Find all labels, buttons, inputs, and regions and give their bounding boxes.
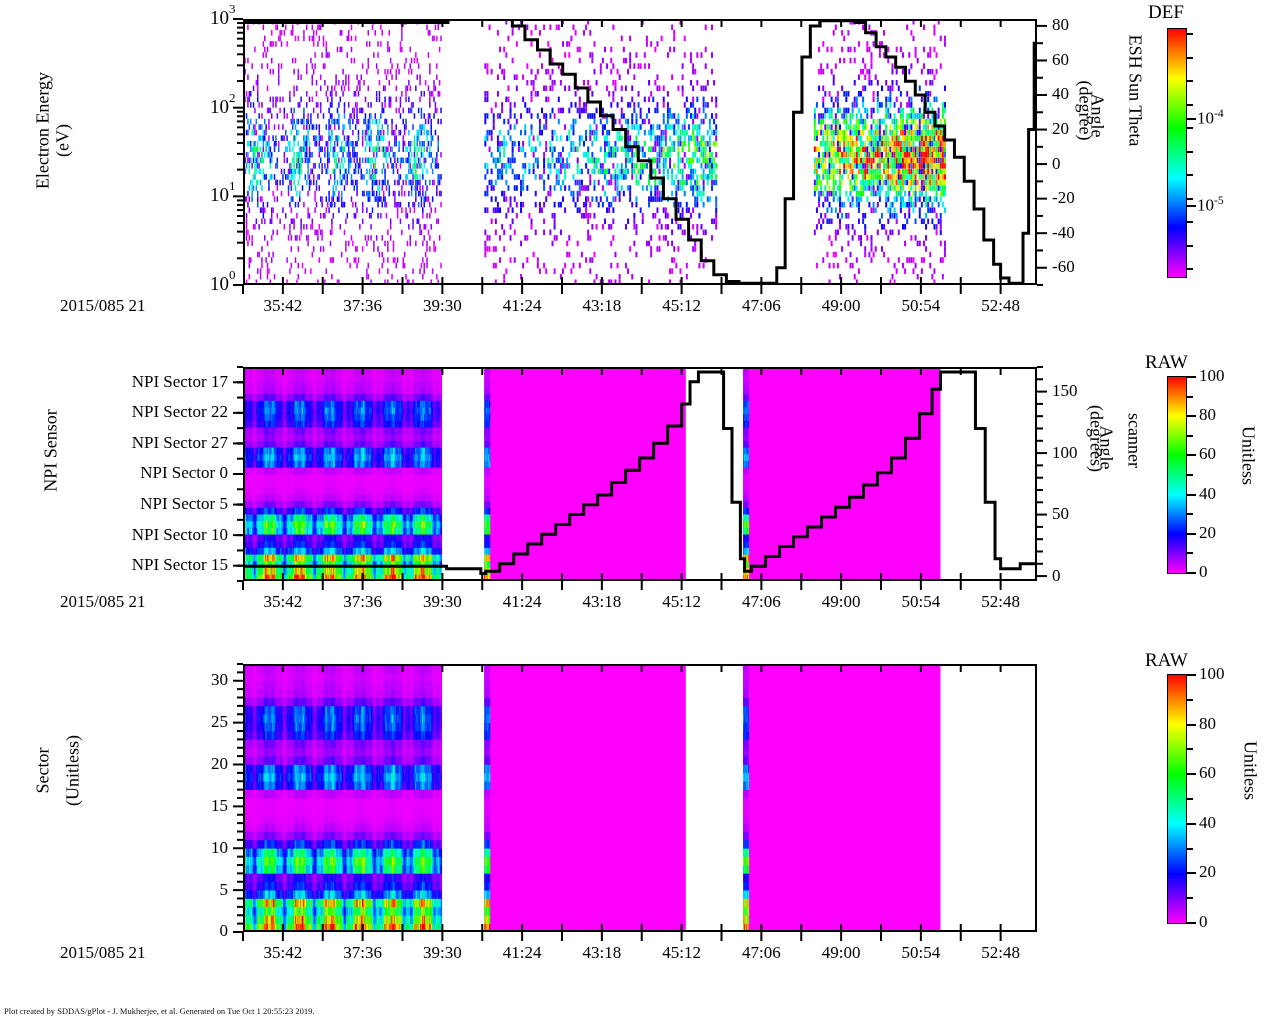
panel2-cb-minor-4 (1187, 454, 1193, 457)
panel2-cb-tick-4: 20 (1199, 522, 1216, 542)
panel2-cb-minor-8 (1187, 532, 1193, 535)
panel3-cb-tick-5: 0 (1199, 912, 1208, 931)
panel2-cb-minor-5 (1187, 474, 1193, 476)
panel3-cb-minor-1 (1187, 698, 1193, 701)
panel3-colorbar-unit: Unitless (1240, 740, 1261, 800)
panel1-cb-tickmark-0 (1187, 118, 1196, 120)
panel2-cb-minor-9 (1187, 552, 1193, 555)
panel3-cb-tick-2: 60 (1199, 763, 1216, 783)
panel2-axes (0, 340, 1280, 620)
panel1-cb-minor-8 (1187, 221, 1193, 223)
panel3-cb-minor-0 (1187, 674, 1193, 676)
panel3-cb-minor-8 (1187, 872, 1193, 875)
panel3-cb-tick-0: 100 (1199, 664, 1225, 683)
panel3-ylabel-line2: (Unitless) (62, 735, 83, 806)
panel1-colorbar-frame (1167, 28, 1187, 278)
panel2-ylabel: NPI Sensor (40, 409, 61, 492)
panel2-cb-minor-1 (1187, 395, 1193, 398)
panel1-axes (0, 0, 1280, 340)
panel2-colorbar (1167, 376, 1187, 574)
panel2-cb-tick-3: 40 (1199, 483, 1216, 503)
panel2-cb-minor-2 (1187, 415, 1193, 418)
panel3-cb-tick-1: 80 (1199, 713, 1216, 733)
panel3-cb-minor-10 (1187, 922, 1193, 924)
panel2-cb-minor-6 (1187, 493, 1193, 496)
panel3-cb-minor-7 (1187, 847, 1193, 850)
panel2-cb-tick-5: 0 (1199, 562, 1208, 581)
panel2-cb-tick-2: 60 (1199, 444, 1216, 464)
panel3-colorbar-title: RAW (1145, 650, 1188, 671)
panel1-colorbar (1167, 28, 1187, 278)
panel1-cb-minor-2 (1187, 80, 1193, 82)
panel2-cb-minor-7 (1187, 513, 1193, 516)
panel1-cb-tickmark-1 (1187, 205, 1196, 207)
panel3-colorbar (1167, 674, 1187, 924)
figure-footer: Plot created by SDDAS/gPlot - J. Mukherj… (4, 1006, 315, 1016)
panel3-cb-tick-3: 40 (1199, 812, 1216, 832)
panel2-cb-minor-3 (1187, 434, 1193, 437)
panel2-cb-minor-10 (1187, 572, 1193, 574)
panel2-cb-minor-0 (1187, 376, 1193, 378)
panel1-cb-minor-4 (1187, 127, 1193, 129)
panel3-cb-minor-6 (1187, 822, 1193, 825)
panel2-right-label-line1: scanner (1124, 413, 1145, 468)
panel2-cb-tick-1: 80 (1199, 405, 1216, 425)
panel3-cb-minor-4 (1187, 773, 1193, 776)
panel1-right-label-line3: (degree) (1075, 80, 1096, 141)
panel3-cb-tick-4: 20 (1199, 862, 1216, 882)
panel2-right-label-line3: (degrees) (1086, 405, 1107, 472)
panel1-ylabel-line1: Electron Energy (32, 71, 53, 190)
panel1-cb-minor-6 (1187, 174, 1193, 176)
panel3-cb-minor-3 (1187, 748, 1193, 751)
panel1-ylabel-line2: (eV) (52, 124, 73, 157)
panel1-cb-minor-3 (1187, 103, 1193, 106)
panel2-colorbar-unit: Unitless (1238, 425, 1259, 485)
panel1-cb-minor-1 (1187, 56, 1193, 59)
panel1-cb-minor-5 (1187, 150, 1193, 153)
panel3-cb-minor-2 (1187, 723, 1193, 726)
panel3-axes (0, 640, 1280, 970)
panel3-ylabel-line1: Sector (32, 747, 53, 794)
panel1-cb-minor-7 (1187, 197, 1193, 200)
panel2-colorbar-title: RAW (1145, 352, 1188, 373)
panel1-right-label-line1: ESH Sun Theta (1125, 34, 1146, 147)
panel2-colorbar-frame (1167, 376, 1187, 574)
panel1-cb-minor-0 (1187, 33, 1193, 35)
panel1-cb-minor-9 (1187, 244, 1193, 247)
panel1-colorbar-title: DEF (1148, 2, 1184, 23)
panel1-cb-minor-10 (1187, 268, 1193, 270)
panel2-cb-tick-0: 100 (1199, 366, 1225, 385)
panel1-cb-tick-1: 10-5 (1197, 194, 1224, 215)
panel1-cb-tick-0: 10-4 (1197, 107, 1224, 128)
panel3-cb-minor-5 (1187, 798, 1193, 800)
panel3-cb-minor-9 (1187, 897, 1193, 900)
panel3-colorbar-frame (1167, 674, 1187, 924)
